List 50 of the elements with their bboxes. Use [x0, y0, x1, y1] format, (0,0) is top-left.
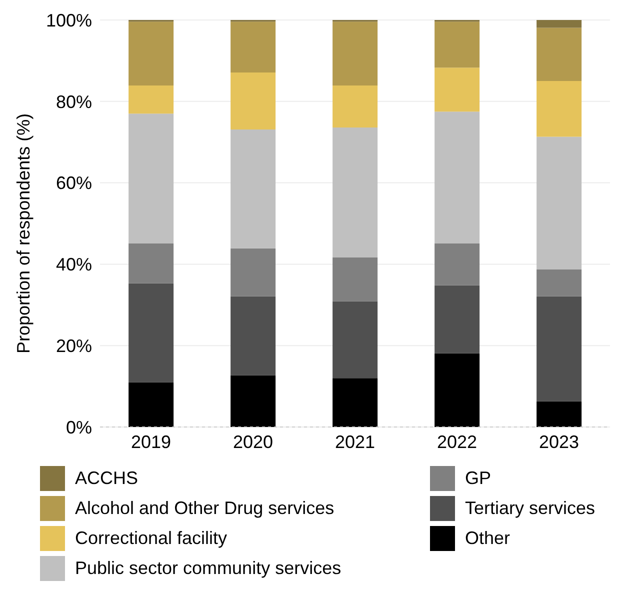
x-tick-label: 2020 [232, 432, 274, 452]
y-tick-label: 0% [66, 417, 92, 438]
bar [128, 382, 174, 427]
bar [434, 243, 480, 286]
bar [230, 22, 276, 73]
bar [332, 378, 378, 427]
bar [230, 129, 276, 248]
y-tick-label: 100% [46, 10, 92, 30]
bar [128, 114, 174, 244]
bar [128, 22, 174, 86]
legend-label: Correctional facility [75, 528, 228, 548]
legend-label: Tertiary services [465, 498, 596, 518]
x-tick-label: 2019 [130, 432, 172, 452]
y-tick-label: 60% [56, 173, 92, 194]
bar [434, 68, 480, 112]
bar [128, 86, 174, 114]
x-tick-label: 2022 [436, 432, 478, 452]
bar [332, 127, 378, 258]
bar [536, 28, 582, 82]
bar [332, 301, 378, 378]
y-tick-label: 40% [56, 254, 92, 275]
bar [128, 283, 174, 382]
bar [536, 269, 582, 296]
legend-label: Public sector community services [75, 558, 342, 578]
bar [536, 20, 582, 28]
y-axis-title: Proportion of respondents (%) [13, 113, 34, 354]
bar [230, 72, 276, 130]
bar [332, 86, 378, 128]
legend-label: Alcohol and Other Drug services [75, 498, 334, 518]
bar [536, 136, 582, 270]
bar [230, 375, 276, 427]
bar [230, 296, 276, 376]
bar [434, 285, 480, 354]
bar [536, 401, 582, 427]
legend-label: Other [465, 528, 510, 548]
bar [536, 81, 582, 137]
bar [332, 22, 378, 86]
legend-label: ACCHS [75, 468, 138, 488]
bar [434, 22, 480, 68]
bar [434, 353, 480, 427]
bar [536, 296, 582, 402]
bar [128, 243, 174, 284]
bar [434, 112, 480, 244]
x-tick-label: 2023 [538, 432, 580, 452]
x-tick-label: 2021 [334, 432, 376, 452]
bar [332, 257, 378, 302]
y-tick-label: 20% [56, 336, 92, 356]
legend-label: GP [465, 468, 492, 488]
y-tick-label: 80% [56, 92, 92, 112]
bar [230, 248, 276, 296]
